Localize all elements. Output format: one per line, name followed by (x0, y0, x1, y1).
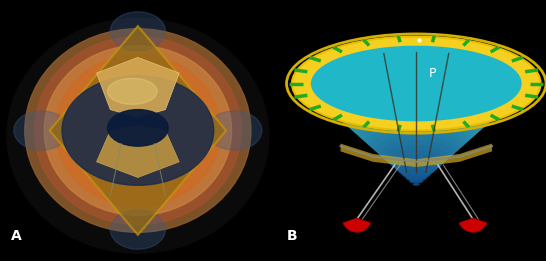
Text: P: P (429, 67, 436, 80)
Ellipse shape (352, 102, 481, 149)
Ellipse shape (108, 78, 157, 104)
Ellipse shape (108, 110, 168, 146)
Polygon shape (97, 57, 179, 117)
Wedge shape (343, 218, 371, 232)
Ellipse shape (319, 59, 514, 129)
Ellipse shape (25, 29, 251, 232)
Ellipse shape (62, 76, 213, 185)
Polygon shape (97, 125, 179, 177)
Ellipse shape (341, 87, 492, 142)
Ellipse shape (413, 183, 420, 186)
Ellipse shape (391, 155, 442, 173)
Ellipse shape (406, 174, 427, 181)
Text: A: A (11, 229, 22, 243)
Ellipse shape (395, 159, 438, 175)
Ellipse shape (326, 68, 506, 134)
Ellipse shape (373, 130, 460, 162)
Wedge shape (459, 218, 487, 232)
Ellipse shape (110, 210, 165, 249)
Ellipse shape (388, 150, 445, 170)
Ellipse shape (409, 178, 424, 183)
Ellipse shape (14, 111, 69, 150)
Ellipse shape (380, 140, 452, 166)
Ellipse shape (330, 73, 503, 136)
Ellipse shape (384, 145, 449, 168)
Ellipse shape (337, 83, 496, 140)
Ellipse shape (110, 12, 165, 51)
Ellipse shape (366, 121, 467, 157)
Ellipse shape (362, 116, 470, 155)
Ellipse shape (355, 106, 478, 151)
Ellipse shape (44, 46, 232, 215)
Polygon shape (50, 26, 226, 235)
Ellipse shape (311, 46, 521, 121)
Ellipse shape (207, 111, 262, 150)
Ellipse shape (323, 63, 510, 131)
Ellipse shape (334, 78, 499, 138)
Ellipse shape (359, 111, 474, 153)
Ellipse shape (344, 92, 488, 144)
Ellipse shape (55, 55, 221, 206)
Polygon shape (341, 144, 492, 167)
Ellipse shape (292, 37, 541, 130)
Ellipse shape (370, 126, 463, 160)
Text: B: B (287, 229, 297, 243)
Ellipse shape (7, 18, 269, 253)
Ellipse shape (398, 164, 434, 177)
Ellipse shape (348, 97, 485, 147)
Ellipse shape (377, 135, 456, 164)
Ellipse shape (402, 169, 431, 179)
Ellipse shape (316, 54, 517, 127)
Ellipse shape (34, 37, 241, 224)
Ellipse shape (312, 49, 521, 125)
Ellipse shape (308, 44, 524, 123)
